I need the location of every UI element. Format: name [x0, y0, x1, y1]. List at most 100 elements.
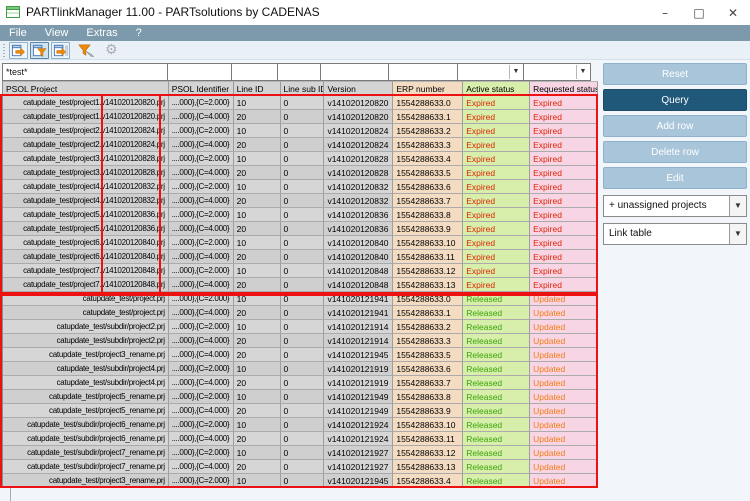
- cell-requested[interactable]: Updated: [530, 404, 599, 418]
- cell-requested[interactable]: Expired: [530, 152, 599, 166]
- cell-version[interactable]: v141020120828: [324, 152, 394, 166]
- cell-requested[interactable]: Expired: [530, 236, 599, 250]
- cell-requested[interactable]: Updated: [530, 348, 599, 362]
- maximize-icon[interactable]: □: [693, 5, 705, 20]
- cell-line_sub_id[interactable]: 0: [280, 474, 325, 488]
- table-row[interactable]: catupdate_test/project5.v141020120836.pr…: [3, 208, 599, 222]
- edit-button[interactable]: Edit: [603, 167, 747, 189]
- cell-active[interactable]: Expired: [463, 124, 531, 138]
- unassigned-projects-dropdown[interactable]: + unassigned projects ▼: [603, 195, 747, 217]
- cell-line_sub_id[interactable]: 0: [280, 236, 325, 250]
- cell-erp[interactable]: 1554288633.4: [393, 474, 464, 488]
- close-icon[interactable]: ✕: [727, 5, 739, 20]
- cell-version[interactable]: v141020121945: [324, 474, 394, 488]
- column-header-3[interactable]: Line sub ID: [280, 81, 325, 96]
- cell-line_id[interactable]: 10: [233, 446, 281, 460]
- cell-version[interactable]: v141020121919: [324, 376, 394, 390]
- table-row[interactable]: catupdate_test/project1.v141020120820.pr…: [3, 96, 599, 110]
- cell-version[interactable]: v141020121927: [324, 460, 394, 474]
- chevron-down-icon[interactable]: ▼: [729, 224, 746, 244]
- cell-line_id[interactable]: 20: [233, 460, 281, 474]
- cell-erp[interactable]: 1554288633.6: [393, 180, 464, 194]
- cell-line_sub_id[interactable]: 0: [280, 404, 325, 418]
- cell-requested[interactable]: Updated: [530, 460, 599, 474]
- cell-project[interactable]: catupdate_test/project5_rename.prj: [3, 390, 169, 404]
- cell-erp[interactable]: 1554288633.3: [393, 138, 464, 152]
- table-row[interactable]: catupdate_test/project7.v141020120848.pr…: [3, 264, 599, 278]
- cell-identifier[interactable]: ....000},{C=4.000}: [168, 222, 234, 236]
- table-row[interactable]: catupdate_test/project4.v141020120832.pr…: [3, 194, 599, 208]
- cell-version[interactable]: v141020121924: [324, 432, 394, 446]
- cell-active[interactable]: Expired: [463, 264, 531, 278]
- filter-input-5[interactable]: [388, 63, 458, 81]
- cell-requested[interactable]: Updated: [530, 446, 599, 460]
- cell-requested[interactable]: Updated: [530, 320, 599, 334]
- cell-project[interactable]: catupdate_test/subdir/project2.prj: [3, 320, 169, 334]
- column-header-1[interactable]: PSOL Identifier: [168, 81, 234, 96]
- filter-input-7[interactable]: ▼: [523, 63, 591, 81]
- cell-project[interactable]: catupdate_test/subdir/project2.prj: [3, 334, 169, 348]
- cell-line_id[interactable]: 10: [233, 152, 281, 166]
- cell-line_id[interactable]: 10: [233, 208, 281, 222]
- cell-version[interactable]: v141020121949: [324, 390, 394, 404]
- cell-identifier[interactable]: ....000},{C=2.000}: [168, 96, 234, 110]
- cell-requested[interactable]: Expired: [530, 110, 599, 124]
- menu-help[interactable]: ?: [135, 27, 142, 39]
- cell-line_id[interactable]: 10: [233, 418, 281, 432]
- cell-version[interactable]: v141020120840: [324, 250, 394, 264]
- cell-version[interactable]: v141020121914: [324, 334, 394, 348]
- cell-identifier[interactable]: ....000},{C=2.000}: [168, 208, 234, 222]
- filter-input-4[interactable]: [320, 63, 389, 81]
- cell-active[interactable]: Expired: [463, 180, 531, 194]
- cell-version[interactable]: v141020120828: [324, 166, 394, 180]
- cell-line_sub_id[interactable]: 0: [280, 180, 325, 194]
- cell-version[interactable]: v141020121945: [324, 348, 394, 362]
- cell-active[interactable]: Expired: [463, 110, 531, 124]
- cell-version[interactable]: v141020120832: [324, 194, 394, 208]
- cell-project[interactable]: catupdate_test/project3_rename.prj: [3, 474, 169, 488]
- cell-active[interactable]: Released: [463, 404, 531, 418]
- cell-line_id[interactable]: 10: [233, 236, 281, 250]
- table-row[interactable]: catupdate_test/project4.v141020120832.pr…: [3, 180, 599, 194]
- filter-input-2[interactable]: [231, 63, 278, 81]
- cell-project[interactable]: catupdate_test/subdir/project4.prj: [3, 376, 169, 390]
- cell-identifier[interactable]: ....000},{C=2.000}: [168, 390, 234, 404]
- cell-project[interactable]: catupdate_test/project5.v141020120836.pr…: [3, 208, 169, 222]
- cell-project[interactable]: catupdate_test/project5_rename.prj: [3, 404, 169, 418]
- cell-line_sub_id[interactable]: 0: [280, 446, 325, 460]
- delete-row-button[interactable]: Delete row: [603, 141, 747, 163]
- cell-identifier[interactable]: ....000},{C=4.000}: [168, 250, 234, 264]
- cell-line_sub_id[interactable]: 0: [280, 278, 325, 292]
- edit-filter-icon[interactable]: [73, 42, 95, 59]
- cell-erp[interactable]: 1554288633.10: [393, 418, 464, 432]
- cell-erp[interactable]: 1554288633.13: [393, 278, 464, 292]
- table-row[interactable]: catupdate_test/project2.v141020120824.pr…: [3, 138, 599, 152]
- table-row[interactable]: catupdate_test/subdir/project6_rename.pr…: [3, 418, 599, 432]
- cell-version[interactable]: v141020120832: [324, 180, 394, 194]
- cell-project[interactable]: catupdate_test/project1.v141020120820.pr…: [3, 110, 169, 124]
- cell-identifier[interactable]: ....000},{C=4.000}: [168, 334, 234, 348]
- cell-erp[interactable]: 1554288633.13: [393, 460, 464, 474]
- cell-erp[interactable]: 1554288633.0: [393, 96, 464, 110]
- cell-project[interactable]: catupdate_test/project3.v141020120828.pr…: [3, 152, 169, 166]
- cell-active[interactable]: Released: [463, 432, 531, 446]
- column-header-7[interactable]: Requested status: [530, 81, 599, 96]
- cell-line_sub_id[interactable]: 0: [280, 292, 325, 306]
- cell-identifier[interactable]: ....000},{C=2.000}: [168, 446, 234, 460]
- cell-active[interactable]: Released: [463, 460, 531, 474]
- toolbar-grip[interactable]: [2, 42, 7, 58]
- cell-line_sub_id[interactable]: 0: [280, 460, 325, 474]
- cell-active[interactable]: Expired: [463, 166, 531, 180]
- reset-button[interactable]: Reset: [603, 63, 747, 85]
- cell-line_id[interactable]: 20: [233, 334, 281, 348]
- cell-version[interactable]: v141020121924: [324, 418, 394, 432]
- cell-identifier[interactable]: ....000},{C=2.000}: [168, 236, 234, 250]
- cell-project[interactable]: catupdate_test/project.prj: [3, 306, 169, 320]
- cell-project[interactable]: catupdate_test/project7.v141020120848.pr…: [3, 264, 169, 278]
- cell-line_id[interactable]: 20: [233, 250, 281, 264]
- cell-version[interactable]: v141020120840: [324, 236, 394, 250]
- cell-erp[interactable]: 1554288633.2: [393, 124, 464, 138]
- cell-requested[interactable]: Updated: [530, 292, 599, 306]
- cell-requested[interactable]: Expired: [530, 138, 599, 152]
- cell-erp[interactable]: 1554288633.9: [393, 404, 464, 418]
